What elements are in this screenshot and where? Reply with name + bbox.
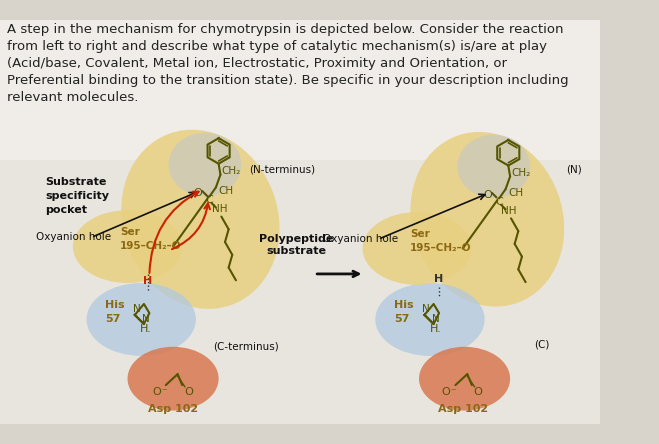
Ellipse shape [362, 212, 472, 285]
Text: CH: CH [508, 188, 523, 198]
Text: (N): (N) [566, 164, 582, 174]
Text: NH: NH [212, 204, 227, 214]
Text: Asp 102: Asp 102 [148, 404, 198, 414]
FancyBboxPatch shape [0, 20, 600, 424]
Text: O: O [193, 188, 202, 198]
Text: A step in the mechanism for chymotrypsin is depicted below. Consider the reactio: A step in the mechanism for chymotrypsin… [7, 24, 569, 104]
Text: O: O [483, 190, 492, 200]
Text: CH₂: CH₂ [511, 168, 530, 178]
Ellipse shape [169, 133, 241, 197]
Text: (C-terminus): (C-terminus) [213, 342, 279, 352]
Text: H: H [143, 276, 152, 286]
Ellipse shape [375, 283, 484, 356]
Text: N: N [422, 305, 430, 314]
Text: (N-terminus): (N-terminus) [249, 164, 316, 174]
Text: H.: H. [430, 324, 442, 333]
FancyBboxPatch shape [0, 160, 600, 424]
Text: CH: CH [219, 186, 234, 196]
Text: Polypeptide
substrate: Polypeptide substrate [259, 234, 333, 256]
Ellipse shape [128, 347, 219, 411]
Text: (C): (C) [534, 340, 550, 350]
Text: N: N [132, 305, 140, 314]
Text: C: C [496, 197, 503, 207]
Text: C: C [206, 195, 214, 205]
Ellipse shape [86, 283, 196, 356]
Text: H: H [434, 274, 444, 285]
Text: His
57: His 57 [105, 300, 125, 324]
Text: CH₂: CH₂ [221, 166, 241, 176]
Text: Ser
195–CH₂–O: Ser 195–CH₂–O [410, 229, 471, 253]
Ellipse shape [419, 347, 510, 411]
Text: Oxyanion hole: Oxyanion hole [324, 234, 399, 244]
Ellipse shape [457, 135, 530, 198]
Text: Ser
195–CH₂–O: Ser 195–CH₂–O [120, 227, 182, 251]
Text: Substrate
specificity
pocket: Substrate specificity pocket [45, 178, 109, 215]
Text: N: N [432, 313, 440, 324]
Ellipse shape [411, 132, 564, 307]
Text: Asp 102: Asp 102 [438, 404, 488, 414]
Ellipse shape [121, 130, 279, 309]
Text: His
57: His 57 [395, 300, 414, 324]
Text: O⁻     O: O⁻ O [442, 387, 483, 397]
FancyBboxPatch shape [0, 20, 600, 162]
Text: NH: NH [501, 206, 517, 216]
Text: Oxyanion hole: Oxyanion hole [36, 233, 111, 242]
Text: O⁻     O: O⁻ O [153, 387, 194, 397]
Ellipse shape [73, 210, 182, 283]
Text: N: N [142, 313, 150, 324]
Text: H.: H. [140, 324, 152, 333]
